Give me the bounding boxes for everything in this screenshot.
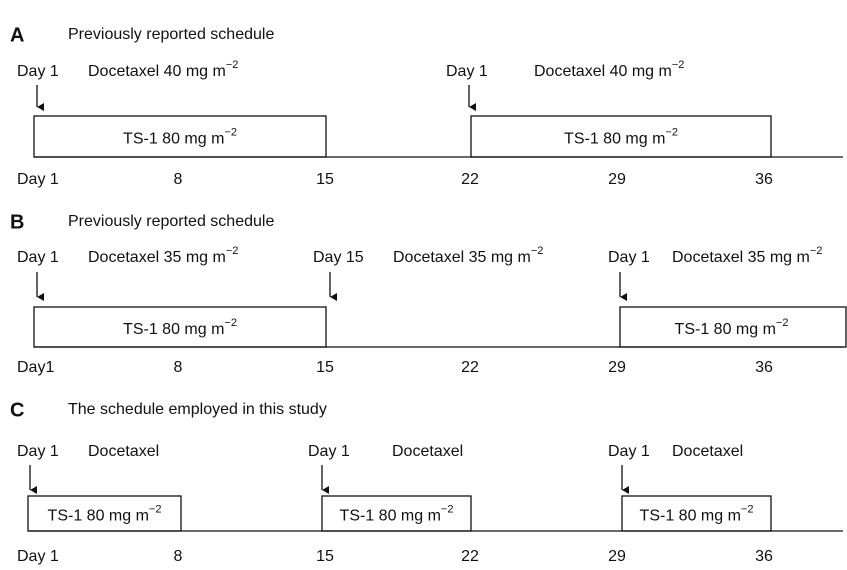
box-label: TS-1 80 mg m−2 [123,126,237,147]
day-label: Day 15 [313,249,364,266]
axis-label: 36 [755,548,773,565]
axis-label: Day1 [17,359,54,376]
box-label: TS-1 80 mg m−2 [48,503,162,524]
drug-label: Docetaxel [88,443,159,460]
axis-label: 29 [608,548,626,565]
panel-title: Previously reported schedule [68,26,274,43]
box-label: TS-1 80 mg m−2 [340,503,454,524]
box-label: TS-1 80 mg m−2 [640,503,754,524]
box-label: TS-1 80 mg m−2 [675,317,789,338]
drug-label: Docetaxel 35 mg m−2 [672,245,822,266]
superscript: −2 [741,503,754,515]
drug-label: Docetaxel [392,443,463,460]
superscript: −2 [665,126,678,138]
axis-label: 15 [316,171,334,188]
drug-label: Docetaxel [672,443,743,460]
axis-label: 22 [461,171,479,188]
drug-label: Docetaxel 35 mg m−2 [88,245,238,266]
panel-letter: B [10,211,24,233]
treatment-box [33,306,327,348]
axis-label: 36 [755,171,773,188]
panel-letter: A [10,24,24,46]
text-part: TS-1 80 mg m [123,321,224,338]
axis-label: 8 [174,359,183,376]
superscript: −2 [441,503,454,515]
day-label: Day 1 [308,443,350,460]
axis-label: 22 [461,359,479,376]
superscript: −2 [224,126,237,138]
text-part: Docetaxel [392,443,463,460]
axis-label: 36 [755,359,773,376]
treatment-box [33,115,327,158]
superscript: −2 [810,245,823,257]
day-label: Day 1 [17,63,59,80]
superscript: −2 [226,245,239,257]
treatment-box [27,495,182,532]
axis-label: 29 [608,171,626,188]
superscript: −2 [531,245,544,257]
drug-label: Docetaxel 40 mg m−2 [88,59,238,80]
superscript: −2 [149,503,162,515]
text-part: TS-1 80 mg m [675,321,776,338]
panel-title: Previously reported schedule [68,213,274,230]
text-part: Docetaxel [672,443,743,460]
drug-label: Docetaxel 35 mg m−2 [393,245,543,266]
text-part: Docetaxel 35 mg m [672,249,810,266]
text-part: TS-1 80 mg m [48,508,149,525]
day-label: Day 1 [608,443,650,460]
superscript: −2 [776,317,789,329]
axis-label: Day 1 [17,548,59,565]
text-part: TS-1 80 mg m [123,131,224,148]
text-part: Docetaxel [88,443,159,460]
box-label: TS-1 80 mg m−2 [564,126,678,147]
text-part: TS-1 80 mg m [640,508,741,525]
text-part: Docetaxel 35 mg m [393,249,531,266]
day-label: Day 1 [17,249,59,266]
axis-label: 15 [316,548,334,565]
superscript: −2 [672,59,685,71]
text-part: Docetaxel 40 mg m [88,63,226,80]
text-part: TS-1 80 mg m [564,131,665,148]
day-label: Day 1 [608,249,650,266]
axis-label: 15 [316,359,334,376]
axis-label: Day 1 [17,171,59,188]
box-label: TS-1 80 mg m−2 [123,317,237,338]
treatment-box [321,495,472,532]
day-label: Day 1 [446,63,488,80]
treatment-box [619,306,847,348]
superscript: −2 [226,59,239,71]
axis-label: 22 [461,548,479,565]
superscript: −2 [224,317,237,329]
day-label: Day 1 [17,443,59,460]
axis-label: 8 [174,548,183,565]
axis-label: 8 [174,171,183,188]
axis-label: 29 [608,359,626,376]
text-part: Docetaxel 35 mg m [88,249,226,266]
panel-letter: C [10,399,24,421]
treatment-box [621,495,772,532]
text-part: Docetaxel 40 mg m [534,63,672,80]
drug-label: Docetaxel 40 mg m−2 [534,59,684,80]
treatment-box [470,115,772,158]
panel-title: The schedule employed in this study [68,401,327,418]
text-part: TS-1 80 mg m [340,508,441,525]
